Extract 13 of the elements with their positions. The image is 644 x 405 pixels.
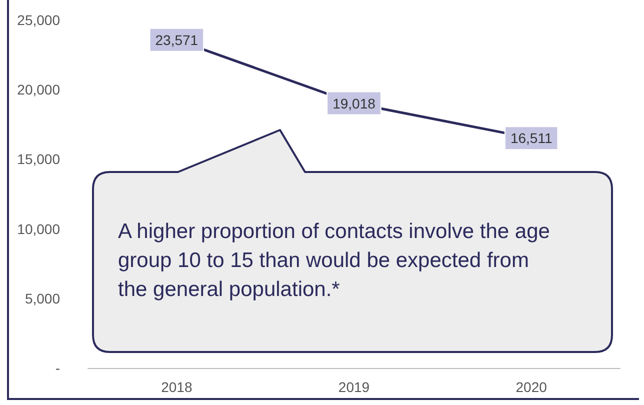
data-label: 16,511 [510,130,552,146]
y-tick-label: - [55,360,60,376]
y-tick-label: 15,000 [17,151,60,168]
x-tick-label: 2018 [161,379,192,395]
annotation: A higher proportion of contacts involve the age group 10 to 15 than would be expected from the general population.* [118,219,551,303]
y-tick-label: 20,000 [17,82,60,98]
y-tick-label: 10,000 [17,220,60,237]
data-label: 19,018 [332,95,376,112]
data-label: 23,571 [155,32,198,48]
x-tick-label: 2019 [338,379,370,395]
x-tick-label: 2020 [516,379,548,395]
y-tick-label: 5,000 [24,290,60,306]
y-tick-label: 25,000 [17,12,60,28]
